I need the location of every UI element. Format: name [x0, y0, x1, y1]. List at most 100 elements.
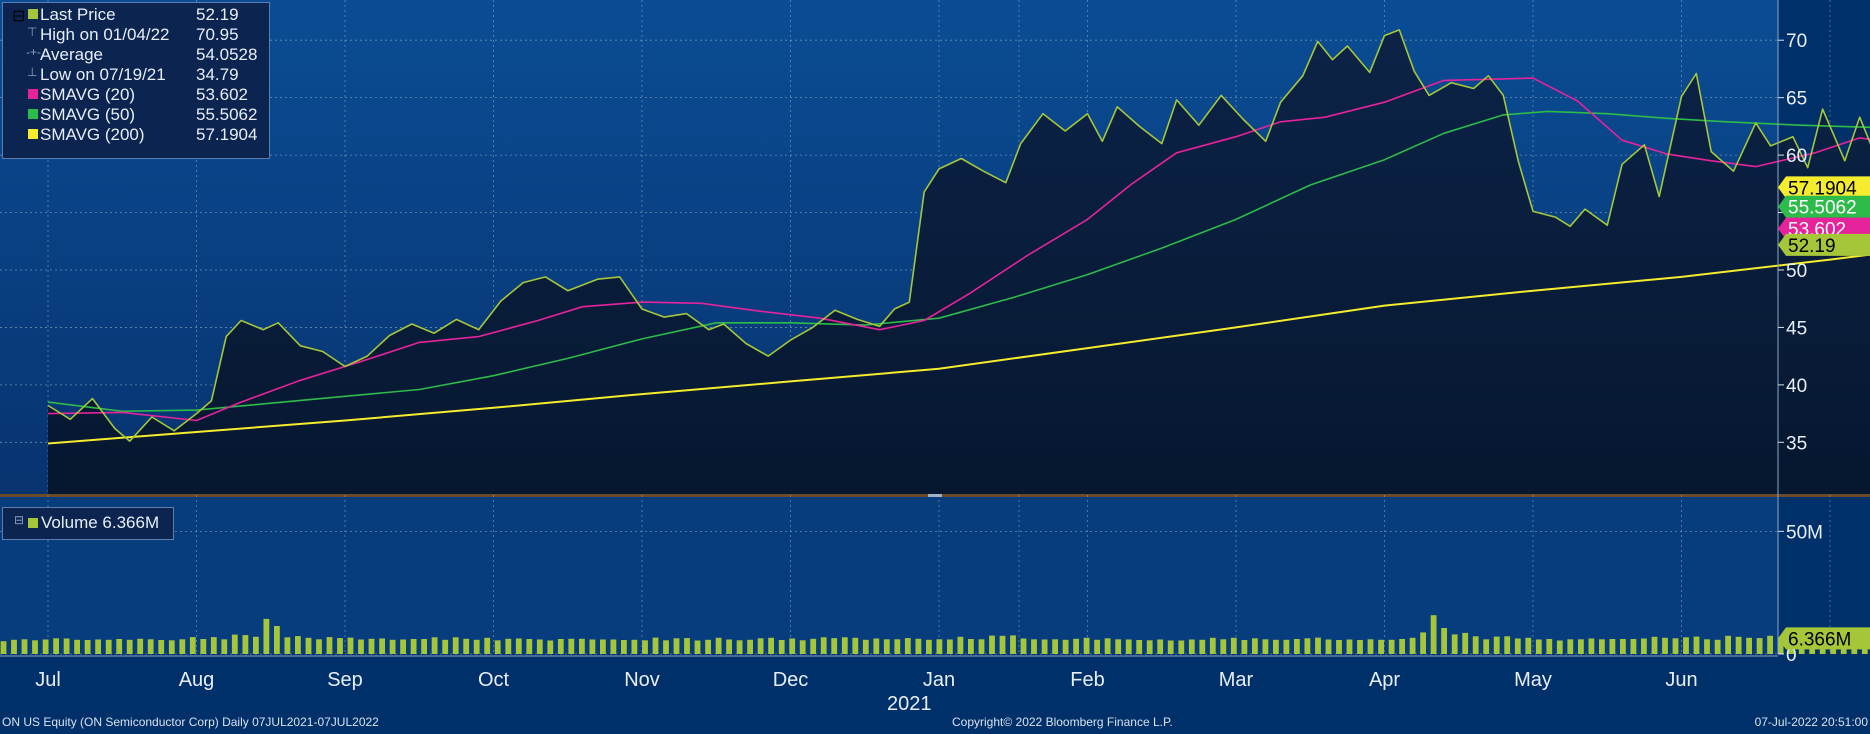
volume-tick-label: 0 [1786, 645, 1797, 666]
volume-bar [1641, 638, 1647, 654]
volume-bar [1262, 639, 1269, 654]
volume-bar [1588, 638, 1595, 654]
legend-row-average: -+- Average 54.0528 [3, 45, 269, 64]
volume-bar [1378, 639, 1384, 654]
volume-bar [1462, 632, 1469, 654]
volume-bar [358, 639, 364, 654]
volume-bar [936, 639, 943, 654]
volume-bar [1062, 639, 1069, 654]
volume-bar [1714, 639, 1721, 654]
legend-label: Last Price [40, 5, 116, 24]
legend-label: Low on 07/19/21 [40, 65, 166, 84]
price-legend[interactable]: ⊟ Last Price 52.19 ⊤ High on 01/04/22 70… [2, 2, 270, 159]
volume-bar [274, 626, 280, 654]
volume-bar [295, 636, 301, 654]
legend-row-low: ⊥ Low on 07/19/21 34.79 [3, 65, 269, 84]
volume-bar [305, 637, 312, 654]
volume-bar [1693, 636, 1700, 654]
volume-bar [1252, 638, 1258, 654]
volume-bar [1756, 638, 1763, 654]
volume-bar [862, 639, 869, 654]
volume-bar [1094, 639, 1100, 654]
volume-bar [126, 639, 133, 654]
volume-bar [547, 640, 554, 654]
volume-bar [652, 637, 659, 654]
legend-label: SMAVG (20) [40, 85, 136, 104]
volume-bar [1472, 636, 1479, 654]
legend-value: 55.5062 [196, 105, 258, 124]
price-tick-label: 65 [1786, 89, 1807, 110]
volume-bar [579, 638, 585, 654]
volume-bar [1620, 639, 1626, 654]
volume-bar [768, 637, 774, 654]
month-label: Dec [773, 669, 809, 691]
volume-bar [1683, 637, 1689, 654]
collapse-legend-icon[interactable]: ⊟ [12, 8, 26, 25]
panel-resize-handle[interactable] [928, 494, 942, 497]
legend-label: SMAVG (50) [40, 105, 136, 124]
volume-bar [736, 640, 743, 654]
volume-bar [978, 639, 985, 654]
month-label: Jul [35, 669, 61, 691]
volume-bar [1430, 615, 1437, 654]
volume-bar [1125, 639, 1132, 654]
month-label: Oct [478, 669, 510, 691]
volume-bar [883, 639, 890, 654]
volume-bar [568, 638, 575, 654]
volume-bar [1630, 639, 1637, 654]
collapse-volume-legend-icon[interactable]: ⊟ [14, 513, 25, 527]
volume-bar [200, 639, 207, 654]
price-tick-label: 50 [1786, 261, 1807, 282]
price-tick-label: 35 [1786, 433, 1807, 454]
volume-bar [536, 639, 543, 654]
volume-bar [642, 640, 648, 654]
volume-bar [957, 636, 964, 654]
volume-bar [894, 639, 901, 654]
volume-bar [1241, 640, 1248, 654]
volume-bar [1546, 639, 1553, 654]
volume-panel-background [0, 497, 1778, 654]
volume-bar [316, 639, 322, 654]
volume-bar [1304, 638, 1311, 654]
volume-bar [253, 636, 259, 654]
volume-bar [1525, 637, 1532, 654]
volume-bar [673, 638, 680, 654]
volume-bar [1209, 637, 1216, 654]
volume-legend[interactable]: ⊟ Volume 6.366M [2, 507, 174, 540]
price-tick-label: 45 [1786, 318, 1807, 339]
volume-bar [789, 638, 796, 654]
month-label: May [1514, 669, 1552, 691]
volume-bar [242, 635, 249, 654]
volume-bar [1083, 637, 1090, 654]
volume-bar [1199, 639, 1206, 654]
volume-bar [1104, 638, 1111, 654]
volume-bar [1315, 637, 1321, 654]
series-line-smavg-200 [47, 253, 1870, 445]
volume-bar [347, 637, 354, 654]
volume-bar [873, 638, 880, 654]
volume-bar [1357, 640, 1363, 654]
smavg-200-swatch-icon [28, 129, 38, 139]
volume-bar [1493, 636, 1500, 654]
legend-row-high: ⊤ High on 01/04/22 70.95 [3, 25, 269, 44]
volume-bar [1504, 636, 1511, 654]
volume-bar [74, 639, 80, 654]
month-label: Feb [1070, 669, 1104, 691]
volume-bar [705, 639, 711, 654]
month-label: Nov [624, 669, 660, 691]
volume-bar [1157, 639, 1164, 654]
month-label: Sep [327, 669, 363, 691]
volume-bar [1220, 639, 1227, 654]
volume-bar [389, 639, 396, 654]
volume-bar [968, 639, 974, 654]
volume-bar [1115, 639, 1122, 654]
legend-label: Average [40, 45, 104, 64]
volume-bar [1146, 640, 1153, 654]
volume-bar [42, 639, 49, 654]
volume-bar [1746, 637, 1752, 654]
volume-bar [337, 638, 343, 654]
last-value-tag-label: 55.5062 [1788, 198, 1857, 219]
volume-bar [32, 640, 38, 654]
last-value-tag [1778, 195, 1870, 218]
volume-bar [421, 639, 427, 654]
